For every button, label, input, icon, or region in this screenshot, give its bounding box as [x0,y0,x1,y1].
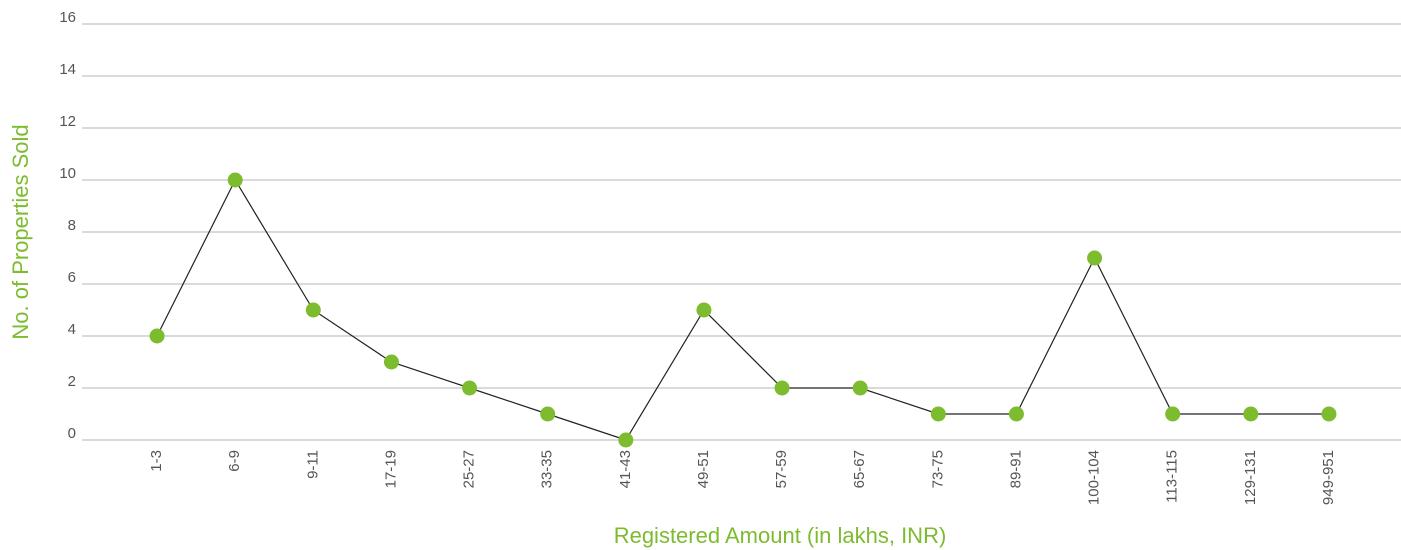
x-tick-label: 25-27 [461,450,478,488]
marker [1165,406,1181,422]
y-axis-title: No. of Properties Sold [8,124,33,339]
x-tick-label: 129-131 [1242,450,1259,505]
x-tick-label: 1-3 [148,450,165,472]
x-axis-title: Registered Amount (in lakhs, INR) [614,523,947,548]
marker [383,354,399,370]
x-tick-label: 9-11 [304,450,321,479]
y-tick-label: 16 [59,9,76,26]
marker [930,406,946,422]
marker [540,406,556,422]
y-tick-label: 6 [68,269,76,286]
x-tick-label: 89-91 [1007,450,1024,488]
x-tick-label: 57-59 [773,450,790,488]
x-tick-label: 17-19 [382,450,399,488]
marker [1008,406,1024,422]
y-tick-label: 14 [59,61,76,78]
x-tick-label: 49-51 [695,450,712,488]
marker [696,302,712,318]
y-tick-label: 12 [59,113,76,130]
marker [852,380,868,396]
marker [305,302,321,318]
x-tick-label: 73-75 [929,450,946,488]
x-tick-label: 949-951 [1320,450,1337,505]
x-tick-label: 6-9 [226,450,243,472]
y-tick-label: 10 [59,165,76,182]
y-tick-label: 4 [68,321,76,338]
marker [774,380,790,396]
x-tick-label: 65-67 [851,450,868,488]
y-tick-label: 8 [68,217,76,234]
x-tick-label: 41-43 [617,450,634,488]
x-tick-label: 33-35 [539,450,556,488]
marker [1087,250,1103,266]
y-tick-label: 2 [68,373,76,390]
marker [462,380,478,396]
marker [1321,406,1337,422]
marker [1243,406,1259,422]
x-tick-label: 100-104 [1086,450,1103,505]
y-tick-label: 0 [68,425,76,442]
marker [227,172,243,188]
marker [149,328,165,344]
x-tick-label: 113-115 [1164,450,1181,503]
marker [618,432,634,448]
series-line [156,178,1329,441]
